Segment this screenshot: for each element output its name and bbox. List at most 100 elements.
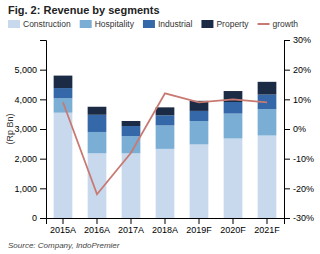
bar — [88, 115, 107, 132]
tick-mark — [267, 218, 268, 224]
bar — [88, 107, 107, 115]
bar — [122, 126, 141, 136]
legend-label: Property — [216, 19, 249, 29]
legend-item: growth — [258, 19, 299, 29]
tick-mark — [40, 159, 46, 160]
legend-swatch — [8, 20, 20, 28]
tick-label: -20% — [293, 184, 314, 194]
y-axis: 0 1,000 2,000 3,000 4,000 5,000 — [14, 41, 46, 224]
bar — [258, 82, 277, 95]
tick: 0 — [32, 213, 46, 223]
tick: -10% — [284, 154, 314, 164]
bar — [258, 109, 277, 135]
tick-mark — [284, 40, 290, 41]
tick: 2017A — [118, 218, 144, 235]
tick-mark — [284, 70, 290, 71]
bar — [190, 121, 209, 144]
bar — [156, 149, 175, 218]
bar — [54, 88, 73, 98]
tick-label: 30% — [293, 35, 311, 45]
tick: 5,000 — [14, 65, 46, 75]
bar — [258, 136, 277, 218]
tick-label: 2021F — [254, 225, 280, 235]
tick-label: -30% — [293, 213, 314, 223]
bar — [224, 138, 243, 218]
tick-mark — [97, 218, 98, 224]
plot: 2015A 2016A 2017A 2018A 2019F 2020F 2021F 0 1,00… — [14, 35, 314, 235]
tick: 10% — [284, 95, 311, 105]
tick: -20% — [284, 184, 314, 194]
tick-mark — [40, 70, 46, 71]
tick-label: 2,000 — [14, 154, 37, 164]
tick-mark — [165, 218, 166, 224]
axis-line — [40, 41, 47, 219]
bar — [190, 111, 209, 121]
tick-mark — [233, 218, 234, 224]
legend-label: Industrial — [158, 19, 193, 29]
tick: 4,000 — [14, 95, 46, 105]
tick-label: 4,000 — [14, 95, 37, 105]
tick-label: 2015A — [50, 225, 76, 235]
tick: 2015A — [50, 218, 76, 235]
legend: Construction Hospitality Industrial Propert… — [8, 19, 298, 29]
bar — [190, 144, 209, 218]
chart: Fig. 2: Revenue by segments Construction H… — [0, 0, 320, 254]
tick-label: 3,000 — [14, 124, 37, 134]
tick-mark — [284, 99, 290, 100]
tick: 2019F — [186, 218, 212, 235]
tick: 2018A — [152, 218, 178, 235]
y2-axis: -30% -20% -10% 0% 10% 20% 30% — [284, 35, 314, 223]
bar — [122, 121, 141, 126]
legend-item: Construction — [8, 19, 71, 29]
axis-line — [285, 41, 291, 219]
bar — [122, 153, 141, 218]
bar — [224, 114, 243, 139]
tick-label: 2016A — [84, 225, 110, 235]
tick-label: -10% — [293, 154, 314, 164]
tick-label: 5,000 — [14, 65, 37, 75]
bar — [88, 132, 107, 153]
title: Fig. 2: Revenue by segments — [8, 4, 160, 16]
tick-mark — [40, 129, 46, 130]
legend-item: Industrial — [143, 19, 193, 29]
tick-label: 0% — [293, 124, 306, 134]
y-axis-title: (Rp Bn) — [5, 113, 15, 144]
bar — [156, 125, 175, 148]
tick: 0% — [284, 124, 306, 134]
x-axis: 2015A 2016A 2017A 2018A 2019F 2020F 2021F — [47, 218, 285, 235]
tick-mark — [40, 188, 46, 189]
legend-swatch — [143, 20, 155, 28]
bar — [156, 107, 175, 115]
legend-item: Hospitality — [80, 19, 135, 29]
annotation: Source: Company, IndoPremier — [8, 241, 120, 250]
legend-label: Construction — [23, 19, 71, 29]
axis-line — [47, 219, 285, 225]
tick: 30% — [284, 35, 311, 45]
tick-mark — [40, 218, 46, 219]
tick-label: 2020F — [220, 225, 246, 235]
tick-label: 2018A — [152, 225, 178, 235]
tick-label: 0 — [32, 213, 37, 223]
legend-item: Property — [201, 19, 249, 29]
tick: 2021F — [254, 218, 280, 235]
tick-mark — [284, 218, 290, 219]
bar — [224, 102, 243, 114]
bar-series — [54, 88, 277, 136]
bar — [54, 113, 73, 218]
marks — [54, 76, 277, 218]
bar — [54, 76, 73, 88]
tick: 3,000 — [14, 124, 46, 134]
tick-label: 20% — [293, 65, 311, 75]
bar — [156, 115, 175, 125]
line — [63, 93, 267, 194]
tick-mark — [284, 159, 290, 160]
bar — [122, 136, 141, 153]
legend-label: Hospitality — [95, 19, 135, 29]
tick-label: 1,000 — [14, 184, 37, 194]
tick-label: 2017A — [118, 225, 144, 235]
legend-label: growth — [273, 19, 299, 29]
tick-mark — [131, 218, 132, 224]
tick-mark — [40, 99, 46, 100]
tick-mark — [284, 188, 290, 189]
legend-swatch — [201, 20, 213, 28]
